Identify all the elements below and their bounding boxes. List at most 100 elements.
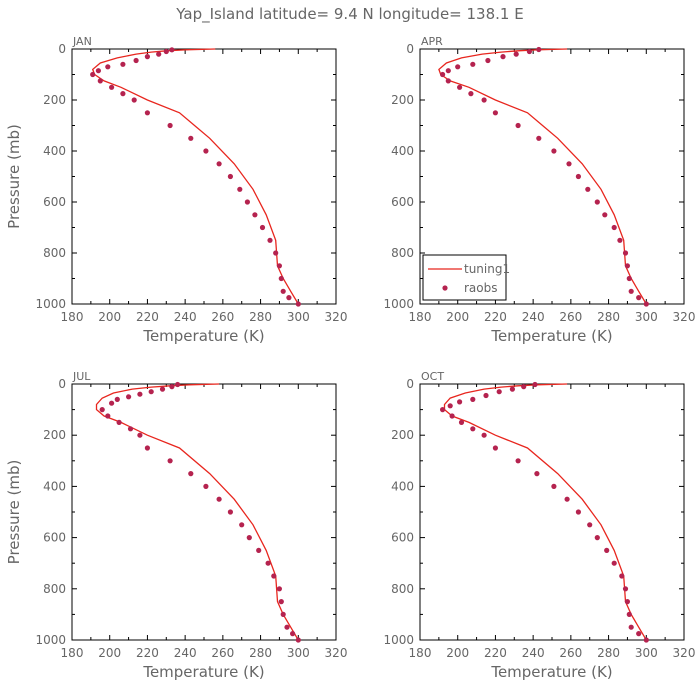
obs-point [295,637,301,643]
obs-point [131,97,137,103]
obs-point [290,631,296,637]
obs-point [216,496,222,502]
obs-point [295,301,301,307]
x-tick-label: 300 [635,310,658,324]
obs-point [509,386,515,392]
obs-point [440,407,446,413]
y-tick-label: 200 [391,428,414,442]
obs-point [458,419,465,425]
obs-point [256,547,262,554]
y-tick-label: 1000 [383,633,414,647]
x-tick-label: 200 [98,310,121,324]
obs-point [216,161,222,167]
y-tick-label: 600 [43,195,66,209]
x-tick-label: 200 [446,646,469,660]
obs-point [163,48,169,55]
obs-point [265,560,271,566]
obs-point [551,148,557,154]
plot-frame [71,383,337,641]
obs-point [575,509,582,515]
obs-point [116,419,122,425]
x-tick-label: 240 [522,310,545,324]
y-tick-label: 800 [43,582,66,596]
obs-point [513,51,519,57]
y-tick-label: 0 [58,377,66,391]
obs-point [169,384,175,390]
obs-point [273,250,279,256]
obs-point [280,288,286,294]
obs-point [105,64,111,70]
x-tick-label: 320 [325,310,348,324]
obs-point [622,250,629,256]
obs-point [276,586,282,592]
panel-apr: APR 180 200 220 240 260 280 300 320 0 200 400 600 800… [383,35,695,345]
obs-point [278,275,284,282]
obs-point [188,135,194,141]
x-tick-label: 240 [174,310,197,324]
obs-point [564,496,570,502]
y-tick-label: 400 [391,144,414,158]
obs-point [611,224,617,231]
obs-point [643,301,649,307]
obs-point [602,212,608,218]
obs-point [468,91,474,97]
obs-point [286,295,292,301]
obs-point [594,535,600,541]
obs-point [551,483,557,489]
x-tick-label: 180 [409,310,432,324]
obs-point [137,391,143,397]
obs-point [144,54,150,60]
figure-title: Yap_Island latitude= 9.4 N longitude= 13… [175,5,523,24]
obs-point [259,224,266,231]
obs-point [492,445,498,451]
obs-point [611,560,617,566]
y-tick-label: 400 [43,144,66,158]
obs-point [276,263,282,269]
obs-point [237,186,243,192]
obs-point [643,637,649,643]
obs-point [470,61,476,67]
y-tick-label: 0 [58,42,66,56]
x-tick-label: 240 [522,646,545,660]
x-tick-label: 300 [635,646,658,660]
obs-point [624,599,631,605]
obs-point [628,624,634,630]
y-tick-label: 800 [391,246,414,260]
x-tick-label: 220 [484,310,507,324]
obs-point [532,381,538,388]
obs-point [457,84,463,90]
x-tick-label: 280 [597,310,620,324]
obs-point [90,71,96,78]
obs-point [127,426,134,432]
obs-point [280,611,286,618]
obs-point [500,54,506,60]
y-tick-label: 0 [406,42,414,56]
obs-point [604,547,610,554]
y-tick-label: 1000 [35,633,66,647]
x-tick-label: 180 [61,310,84,324]
x-tick-label: 320 [673,310,696,324]
obs-point [526,48,533,55]
obs-point [109,400,115,406]
legend-line-label: tuning1 [464,262,510,276]
series-line-tuning1 [91,48,299,305]
obs-point [271,573,277,579]
y-tick-label: 600 [43,531,66,545]
obs-point [457,399,463,405]
y-axis-label: Pressure (mb) [5,460,23,565]
x-tick-label: 300 [287,310,310,324]
panel-label: JAN [72,35,92,48]
obs-point [481,432,487,438]
x-tick-label: 260 [559,646,582,660]
panel-label: APR [421,35,443,48]
y-tick-label: 200 [43,93,66,107]
legend: tuning1 raobs [422,254,510,301]
panels-group: JAN 180 200 220 240 260 280 300 320 0 200 400 600 800… [5,35,695,681]
obs-point [284,624,290,630]
y-tick-label: 400 [43,479,66,493]
obs-point [536,135,542,141]
panel-label: JUL [72,370,91,383]
obs-point [594,199,600,205]
obs-point [188,471,194,477]
